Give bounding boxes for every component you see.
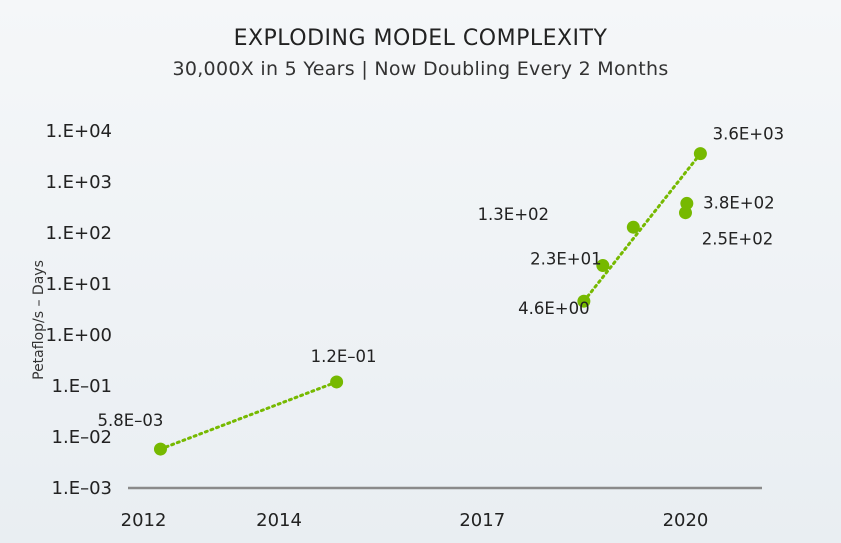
data-point bbox=[596, 259, 610, 273]
y-tick-label: 1.E+02 bbox=[45, 223, 112, 244]
data-point bbox=[693, 147, 707, 161]
y-tick-label: 1.E+04 bbox=[45, 121, 112, 142]
x-tick-label: 2020 bbox=[663, 510, 709, 531]
y-tick-label: 1.E+01 bbox=[45, 274, 112, 295]
data-point bbox=[153, 442, 167, 456]
y-tick-label: 1.E–03 bbox=[52, 478, 112, 499]
y-tick-label: 1.E+00 bbox=[45, 325, 112, 346]
y-tick-label: 1.E–01 bbox=[52, 376, 112, 397]
data-label: 5.8E–03 bbox=[98, 411, 164, 430]
data-point bbox=[626, 220, 640, 234]
data-point bbox=[330, 375, 344, 389]
data-label: 2.3E+01 bbox=[530, 250, 602, 269]
chart-subtitle: 30,000X in 5 Years | Now Doubling Every … bbox=[172, 58, 669, 80]
y-tick-label: 1.E+03 bbox=[45, 172, 112, 193]
data-label: 3.6E+03 bbox=[713, 125, 785, 144]
y-axis-title: Petaflop/s – Days bbox=[31, 260, 47, 380]
data-point bbox=[680, 196, 694, 210]
trendline bbox=[582, 152, 702, 303]
data-point bbox=[577, 294, 591, 308]
data-label: 1.3E+02 bbox=[478, 205, 550, 224]
x-tick-label: 2012 bbox=[121, 510, 167, 531]
x-tick-label: 2017 bbox=[459, 510, 505, 531]
chart-title: EXPLODING MODEL COMPLEXITY bbox=[233, 26, 608, 51]
trendline bbox=[158, 380, 339, 451]
x-tick-label: 2014 bbox=[256, 510, 302, 531]
data-label: 1.2E–01 bbox=[311, 347, 377, 366]
data-label: 2.5E+02 bbox=[702, 230, 774, 249]
data-label: 3.8E+02 bbox=[703, 193, 775, 212]
data-label: 4.6E+00 bbox=[518, 299, 590, 318]
y-tick-label: 1.E–02 bbox=[52, 427, 112, 448]
